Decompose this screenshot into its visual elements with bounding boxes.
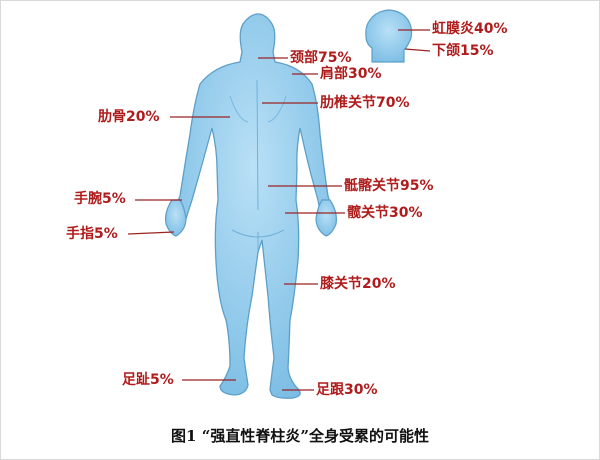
label-sacroiliac-joint: 骶髂关节95% xyxy=(344,178,434,194)
human-body xyxy=(165,13,337,399)
line-jaw xyxy=(404,48,431,52)
label-hip-joint: 髋关节30% xyxy=(347,205,423,221)
label-iritis: 虹膜炎40% xyxy=(432,21,508,37)
label-shoulder: 肩部30% xyxy=(320,66,382,82)
label-heel: 足跟30% xyxy=(316,382,378,398)
label-finger: 手指5% xyxy=(66,226,118,242)
line-finger xyxy=(127,231,175,235)
label-jaw: 下颌15% xyxy=(432,43,494,59)
figure-caption: 图1 “强直性脊柱炎”全身受累的可能性 xyxy=(171,427,429,445)
pointer-lines xyxy=(127,29,431,391)
label-costovertebral-joint: 肋椎关节70% xyxy=(320,95,410,111)
label-neck: 颈部75% xyxy=(290,50,352,66)
head-figure xyxy=(365,9,413,63)
label-knee-joint: 膝关节20% xyxy=(320,276,396,292)
label-toe: 足趾5% xyxy=(122,372,174,388)
label-rib: 肋骨20% xyxy=(98,109,160,125)
label-wrist: 手腕5% xyxy=(74,191,126,207)
